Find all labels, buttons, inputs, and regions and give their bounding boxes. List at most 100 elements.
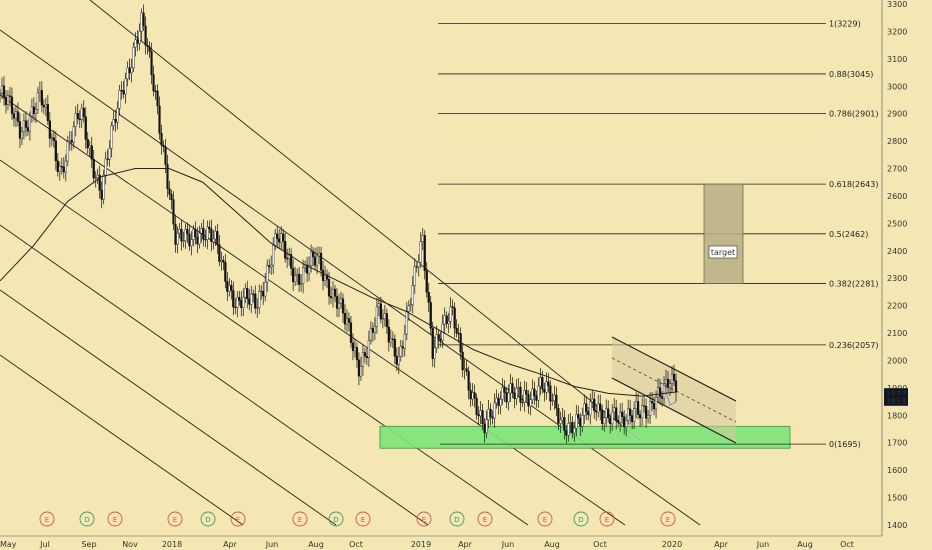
earnings-event-icon[interactable]: [537, 511, 553, 527]
candle-down: [321, 270, 325, 281]
candle-up: [294, 275, 297, 282]
candle-up: [509, 383, 512, 394]
candle-down: [658, 387, 662, 397]
y-axis-tick: 2800: [887, 137, 907, 146]
candle-down: [4, 97, 8, 105]
candle-down: [365, 356, 369, 358]
candle-down: [254, 293, 257, 309]
candle-up: [272, 245, 275, 266]
fib-level-label: 0.5(2462): [829, 230, 868, 239]
earnings-event-icon[interactable]: [660, 511, 676, 527]
earnings-event-icon[interactable]: [39, 511, 55, 527]
candle-down: [144, 25, 147, 46]
candle-up: [256, 307, 259, 309]
y-axis-tick: 1700: [887, 439, 907, 448]
candle-down: [387, 326, 390, 343]
candle-down: [52, 137, 55, 142]
fib-level-label: 0.618(2643): [829, 180, 879, 189]
candle-up: [627, 408, 630, 421]
earnings-event-icon[interactable]: [167, 511, 183, 527]
candle-down: [222, 259, 225, 263]
candle-up: [68, 139, 71, 143]
candle-down: [395, 356, 398, 365]
candle-down: [525, 390, 528, 395]
candle-down: [48, 120, 51, 139]
candle-down: [276, 233, 279, 239]
candle-up: [72, 126, 75, 143]
y-axis-tick: 1500: [887, 494, 907, 503]
candle-down: [341, 298, 345, 314]
candle-down: [631, 415, 634, 422]
candle-down: [148, 46, 151, 52]
earnings-event-icon[interactable]: [292, 511, 308, 527]
moving-average-line: [0, 168, 677, 397]
earnings-event-icon[interactable]: [230, 511, 246, 527]
fib-level-label: 0.382(2281): [829, 279, 879, 288]
candle-up: [44, 104, 47, 108]
candle-down: [535, 395, 538, 401]
candle-up: [317, 252, 321, 257]
dividend-event-icon[interactable]: [328, 511, 344, 527]
candle-down: [240, 300, 243, 308]
candle-down: [170, 194, 173, 201]
candle-down: [234, 306, 237, 309]
candle-up: [206, 226, 209, 240]
candle-down: [98, 174, 101, 191]
earnings-event-icon[interactable]: [107, 511, 123, 527]
recent-channel-bottom: [611, 377, 737, 444]
candle-down: [652, 402, 656, 410]
candle-up: [447, 321, 450, 324]
candle-up: [603, 417, 606, 424]
candle-down: [174, 223, 177, 245]
candle-down: [90, 145, 93, 160]
event-label: E: [236, 516, 240, 524]
candle-down: [363, 352, 367, 357]
candle-up: [417, 262, 420, 268]
x-axis-tick: Sep: [81, 540, 96, 549]
candle-up: [493, 402, 496, 419]
candle-up: [399, 346, 402, 357]
candle-up: [36, 92, 39, 110]
dividend-event-icon[interactable]: [79, 511, 95, 527]
candle-up: [214, 230, 217, 240]
candle-down: [160, 133, 163, 146]
fib-level-label: 0(1695): [829, 440, 861, 449]
candle-down: [427, 292, 430, 303]
candle-down: [162, 144, 165, 147]
candle-down: [541, 376, 544, 390]
candle-up: [64, 160, 67, 173]
candle-down: [238, 297, 241, 301]
candle-down: [92, 158, 95, 179]
candle-down: [136, 39, 139, 44]
candle-down: [533, 388, 536, 396]
candle-up: [421, 235, 424, 242]
candle-down: [549, 385, 552, 402]
candle-down: [453, 307, 456, 329]
candle-up: [96, 174, 99, 178]
candle-up: [403, 333, 406, 349]
x-axis-tick: Aug: [308, 540, 324, 549]
y-axis-tick: 2200: [887, 302, 907, 311]
event-label: E: [605, 516, 609, 524]
dividend-event-icon[interactable]: [573, 511, 589, 527]
candle-down: [445, 315, 448, 324]
x-axis-tick: Nov: [122, 540, 138, 549]
candle-down: [477, 414, 480, 417]
event-label: D: [84, 516, 89, 524]
dividend-event-icon[interactable]: [449, 511, 465, 527]
earnings-event-icon[interactable]: [355, 511, 371, 527]
candle-up: [192, 229, 195, 240]
x-axis-tick: 2018: [162, 540, 182, 549]
candle-up: [110, 125, 113, 149]
earnings-event-icon[interactable]: [416, 511, 432, 527]
candle-down: [601, 410, 604, 424]
earnings-event-icon[interactable]: [477, 511, 493, 527]
dividend-event-icon[interactable]: [200, 511, 216, 527]
x-axis-tick: Jul: [39, 540, 50, 549]
candle-up: [581, 415, 584, 427]
candle-up: [307, 265, 311, 274]
channel-line: [0, 289, 337, 526]
candle-down: [10, 96, 14, 114]
candle-down: [511, 383, 514, 394]
earnings-event-icon[interactable]: [599, 511, 615, 527]
